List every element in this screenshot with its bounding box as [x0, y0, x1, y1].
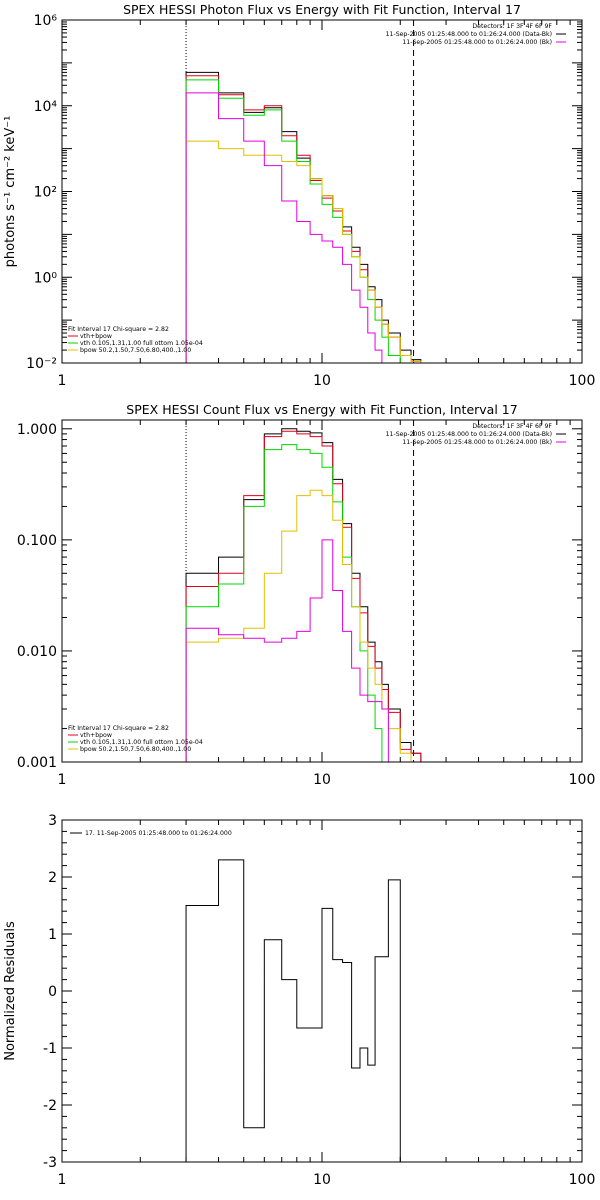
x-tick-label: 10	[313, 373, 331, 389]
series-vth	[185, 444, 422, 762]
plot-frame	[61, 19, 583, 364]
x-tick-label: 10	[313, 772, 331, 788]
legend-entry: Detectors: 1F 3F 4F 6F 9F	[472, 23, 552, 30]
y-axis-label: photons s⁻¹ cm⁻² keV⁻¹	[3, 116, 18, 268]
legend-entry: bpow 50.2,1.50,7.50,6.80,400.,1.00	[80, 746, 191, 753]
series-obs	[185, 71, 422, 363]
legend-entry: vth+bpow	[80, 732, 112, 739]
y-tick-label: 0.010	[17, 644, 57, 660]
x-tick-label: 1	[58, 772, 67, 788]
y-tick-label: 10⁴	[34, 99, 58, 115]
y-tick-label: 10⁶	[34, 13, 58, 29]
series-bpow	[185, 489, 422, 762]
y-tick-label: 0.001	[17, 755, 57, 771]
legend-entry: 11-Sep-2005 01:25:48.000 to 01:26:24.000…	[386, 31, 552, 38]
plot-frame	[61, 419, 583, 763]
y-tick-label: 0.100	[17, 533, 57, 549]
legend-entry: 11-Sep-2005 01:25:48.000 to 01:26:24.000…	[402, 39, 552, 46]
y-tick-label: 10²	[34, 185, 57, 201]
legend-entry: Detectors: 1F 3F 4F 6F 9F	[472, 423, 552, 430]
y-tick-label: 0	[48, 984, 57, 1000]
x-tick-label: 1	[58, 1172, 67, 1188]
legend-entry: 11-Sep-2005 01:25:48.000 to 01:26:24.000…	[402, 439, 552, 446]
y-tick-label: 10⁻²	[26, 356, 57, 372]
x-tick-label: 100	[569, 1172, 596, 1188]
x-tick-label: 100	[569, 373, 596, 389]
y-tick-label: 1	[48, 927, 57, 943]
series-bpow	[185, 140, 422, 363]
series-obs	[185, 428, 422, 762]
legend-entry: bpow 50.2,1.50,7.50,6.80,400.,1.00	[80, 347, 191, 354]
series-vth-bpow	[185, 430, 422, 762]
y-tick-label: 2	[48, 870, 57, 886]
legend-entry: Fit Interval 17 Chi-square = 2.82	[68, 725, 169, 732]
y-tick-label: 10⁰	[34, 270, 58, 286]
series-vth-bpow	[185, 75, 422, 363]
legend-entry: vth 0.105,1.31,1.00 full ottom 1.05e-04	[80, 340, 203, 347]
plot-frame	[61, 819, 583, 1163]
chart-title: SPEX HESSI Photon Flux vs Energy with Fi…	[123, 2, 521, 17]
legend-entry: vth 0.105,1.31,1.00 full ottom 1.05e-04	[80, 739, 203, 746]
legend-entry: vth+bpow	[80, 333, 112, 340]
x-tick-label: 10	[313, 1172, 331, 1188]
y-axis-label: Normalized Residuals	[3, 921, 18, 1061]
y-tick-label: -2	[43, 1098, 57, 1114]
x-tick-label: 100	[569, 772, 596, 788]
y-tick-label: 3	[48, 813, 57, 829]
x-tick-label: 1	[58, 373, 67, 389]
series-residuals	[185, 859, 401, 1162]
y-tick-label: -3	[43, 1155, 57, 1171]
y-tick-label: -1	[43, 1041, 57, 1057]
y-tick-label: 1.000	[17, 422, 57, 438]
chart-title: SPEX HESSI Count Flux vs Energy with Fit…	[126, 402, 517, 417]
series-bk	[185, 92, 422, 363]
legend-entry: 17. 11-Sep-2005 01:25:48.000 to 01:26:24…	[85, 830, 232, 837]
series-bk	[185, 539, 422, 762]
legend-entry: Fit Interval 17 Chi-square = 2.82	[68, 326, 169, 333]
legend-entry: 11-Sep-2005 01:25:48.000 to 01:26:24.000…	[386, 431, 552, 438]
